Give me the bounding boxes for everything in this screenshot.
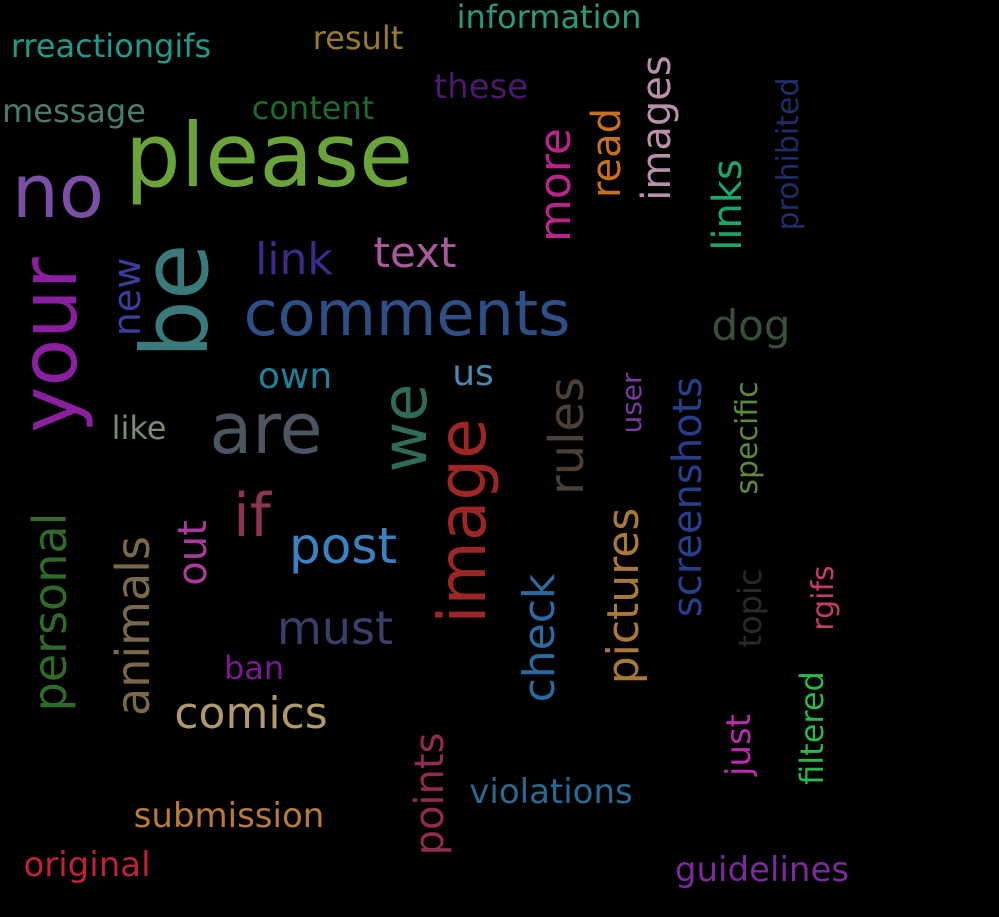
word-image: image [424,418,501,624]
word-post: post [289,517,397,575]
word-new: new [105,257,149,337]
word-us: us [452,353,494,394]
word-result: result [312,19,404,57]
word-links: links [705,159,751,251]
word-filtered: filtered [793,671,831,785]
word-out: out [170,520,216,586]
word-more: more [530,128,581,242]
word-just: just [719,713,759,777]
word-images: images [634,55,680,201]
word-please: please [124,104,414,207]
word-are: are [209,388,323,470]
word-content: content [251,89,375,127]
word-information: information [456,0,642,36]
word-submission: submission [133,796,325,836]
word-rules: rules [539,376,595,496]
word-these: these [433,67,529,107]
word-pictures: pictures [598,507,649,685]
word-specific: specific [730,381,765,495]
word-must: must [277,601,393,655]
word-if: if [233,481,271,551]
word-own: own [257,356,333,397]
word-ban: ban [223,649,285,687]
word-link: link [255,234,333,285]
word-read: read [584,107,630,199]
word-rgifs: rgifs [806,565,841,631]
word-topic: topic [731,568,769,648]
word-comments: comments [243,277,571,350]
word-no: no [11,149,105,235]
word-like: like [111,409,167,447]
word-comics: comics [174,688,328,739]
word-rreactiongifs: rreactiongifs [10,27,212,65]
word-dog: dog [711,301,791,350]
word-personal: personal [23,512,77,712]
word-your: your [5,257,95,433]
word-points: points [407,732,453,856]
word-animals: animals [106,536,160,716]
word-text: text [373,228,457,277]
word-message: message [2,92,146,130]
word-screenshots: screenshots [665,376,711,618]
word-prohibited: prohibited [771,77,806,231]
word-original: original [23,845,151,885]
word-user: user [615,372,648,434]
word-check: check [514,573,565,703]
word-violations: violations [469,772,633,812]
word-guidelines: guidelines [674,850,850,890]
